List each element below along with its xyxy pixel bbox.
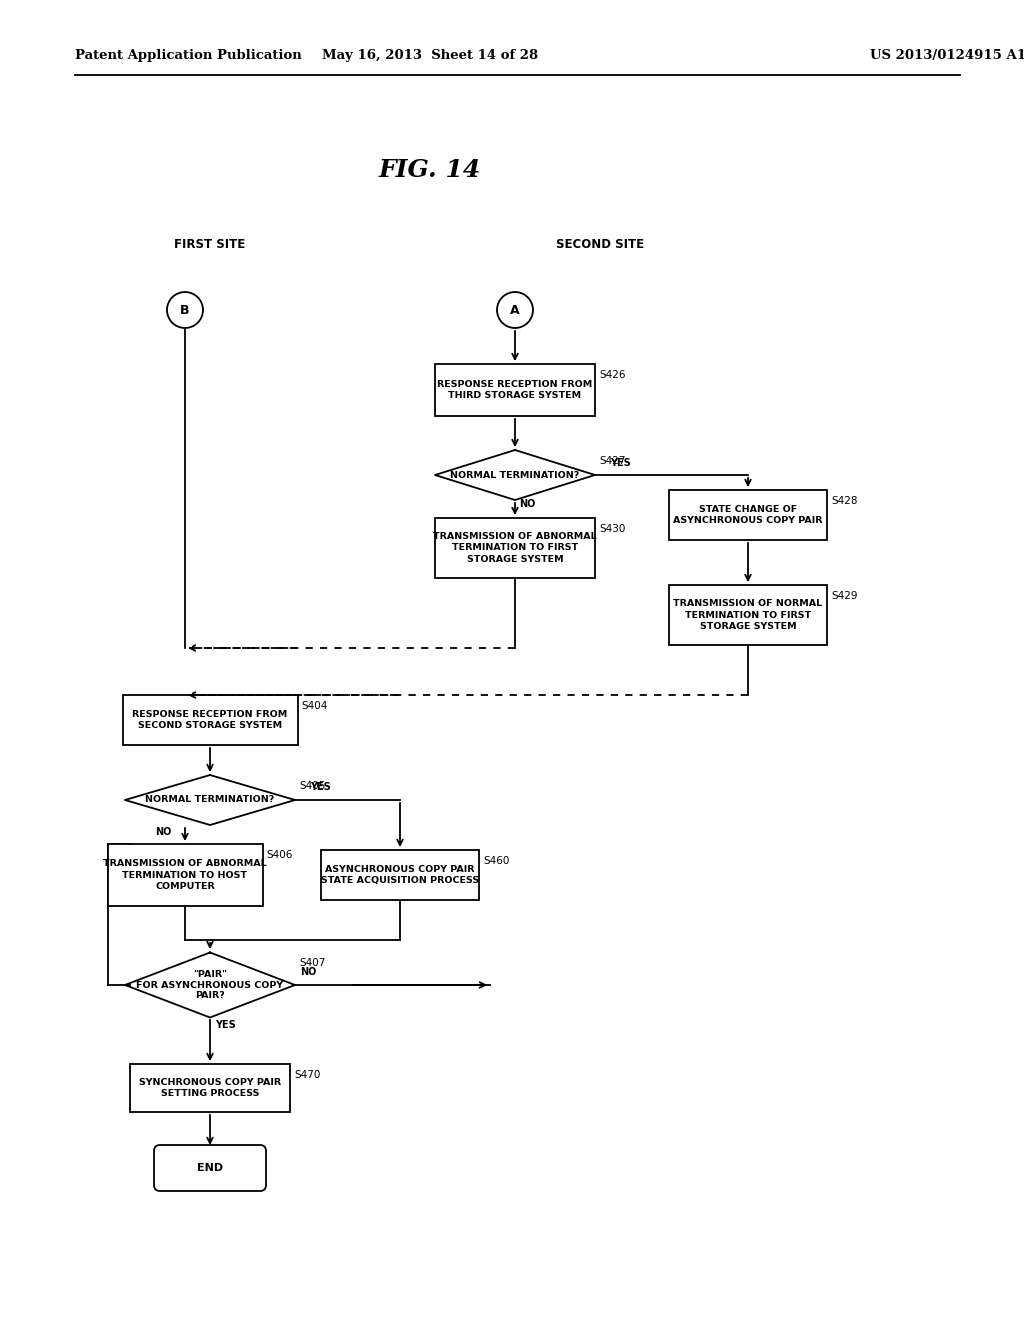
FancyBboxPatch shape [321,850,479,900]
Text: S406: S406 [266,850,293,861]
Text: NORMAL TERMINATION?: NORMAL TERMINATION? [145,796,274,804]
Polygon shape [125,953,295,1018]
Text: NO: NO [155,828,171,837]
Polygon shape [435,450,595,500]
Text: TRANSMISSION OF NORMAL
TERMINATION TO FIRST
STORAGE SYSTEM: TRANSMISSION OF NORMAL TERMINATION TO FI… [674,599,822,631]
Text: ASYNCHRONOUS COPY PAIR
STATE ACQUISITION PROCESS: ASYNCHRONOUS COPY PAIR STATE ACQUISITION… [321,865,479,884]
Text: B: B [180,304,189,317]
Text: S407: S407 [299,958,326,969]
Text: YES: YES [310,781,331,792]
Text: S427: S427 [599,455,626,466]
FancyBboxPatch shape [123,696,298,744]
Text: NORMAL TERMINATION?: NORMAL TERMINATION? [451,470,580,479]
Text: NO: NO [519,499,536,510]
Text: S404: S404 [301,701,328,711]
Text: TRANSMISSION OF ABNORMAL
TERMINATION TO HOST
COMPUTER: TRANSMISSION OF ABNORMAL TERMINATION TO … [103,859,267,891]
Text: May 16, 2013  Sheet 14 of 28: May 16, 2013 Sheet 14 of 28 [322,49,538,62]
Text: S460: S460 [483,855,509,866]
Text: END: END [197,1163,223,1173]
Circle shape [167,292,203,327]
Text: SYNCHRONOUS COPY PAIR
SETTING PROCESS: SYNCHRONOUS COPY PAIR SETTING PROCESS [139,1078,281,1098]
Text: RESPONSE RECEPTION FROM
SECOND STORAGE SYSTEM: RESPONSE RECEPTION FROM SECOND STORAGE S… [132,710,288,730]
Text: YES: YES [610,458,631,469]
FancyBboxPatch shape [669,585,827,645]
Text: SECOND SITE: SECOND SITE [556,239,644,252]
Text: NO: NO [300,968,316,977]
Text: RESPONSE RECEPTION FROM
THIRD STORAGE SYSTEM: RESPONSE RECEPTION FROM THIRD STORAGE SY… [437,380,593,400]
Text: US 2013/0124915 A1: US 2013/0124915 A1 [870,49,1024,62]
FancyBboxPatch shape [435,517,595,578]
Circle shape [497,292,534,327]
Text: S428: S428 [831,496,857,506]
Text: S470: S470 [294,1071,321,1080]
Polygon shape [125,775,295,825]
FancyBboxPatch shape [108,843,262,906]
FancyBboxPatch shape [669,490,827,540]
Text: Patent Application Publication: Patent Application Publication [75,49,302,62]
FancyBboxPatch shape [130,1064,290,1111]
Text: A: A [510,304,520,317]
Text: STATE CHANGE OF
ASYNCHRONOUS COPY PAIR: STATE CHANGE OF ASYNCHRONOUS COPY PAIR [673,506,822,525]
Text: "PAIR"
FOR ASYNCHRONOUS COPY
PAIR?: "PAIR" FOR ASYNCHRONOUS COPY PAIR? [136,970,284,1001]
Text: S426: S426 [599,370,626,380]
Text: YES: YES [215,1020,236,1030]
Text: S429: S429 [831,591,857,601]
FancyBboxPatch shape [435,364,595,416]
Text: S405: S405 [299,781,326,791]
Text: FIG. 14: FIG. 14 [379,158,481,182]
Text: S430: S430 [599,524,626,535]
Text: FIRST SITE: FIRST SITE [174,239,246,252]
FancyBboxPatch shape [154,1144,266,1191]
Text: TRANSMISSION OF ABNORMAL
TERMINATION TO FIRST
STORAGE SYSTEM: TRANSMISSION OF ABNORMAL TERMINATION TO … [433,532,597,564]
